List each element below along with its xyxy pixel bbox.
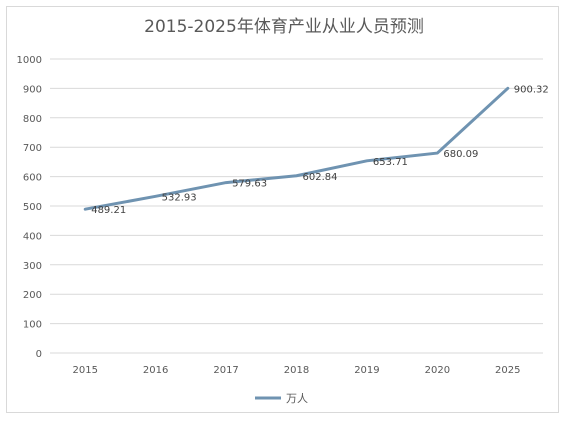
chart-title: 2015-2025年体育产业从业人员预测: [144, 17, 424, 37]
data-label: 602.84: [303, 172, 338, 183]
y-tick-label: 500: [23, 202, 42, 213]
legend-label: 万人: [286, 392, 308, 405]
x-tick-label: 2018: [284, 365, 309, 376]
y-tick-label: 800: [23, 114, 42, 125]
y-tick-label: 300: [23, 261, 42, 272]
y-tick-label: 900: [23, 84, 42, 95]
x-tick-label: 2016: [143, 365, 168, 376]
y-tick-label: 100: [23, 320, 42, 331]
data-labels: 489.21 532.93 579.63 602.84 653.71 680.09 900.…: [91, 84, 549, 216]
x-axis-ticks: 2015 2016 2017 2018 2019 2020 2025: [72, 365, 520, 376]
x-tick-label: 2019: [354, 365, 379, 376]
data-label: 489.21: [91, 205, 126, 216]
series-layer: [83, 86, 510, 211]
gridlines: [50, 58, 543, 354]
series-line-万人: [83, 86, 510, 211]
y-tick-label: 400: [23, 231, 42, 242]
x-tick-label: 2015: [72, 365, 97, 376]
data-label: 653.71: [373, 157, 408, 168]
x-tick-label: 2017: [213, 365, 238, 376]
y-tick-label: 200: [23, 290, 42, 301]
x-tick-label: 2025: [495, 365, 520, 376]
data-label: 532.93: [162, 192, 197, 203]
chart-frame: [6, 6, 559, 413]
y-axis-ticks: 0 100 200 300 400 500 600 700 800 900 1000: [17, 55, 42, 360]
x-tick-label: 2020: [425, 365, 450, 376]
y-tick-label: 0: [36, 349, 42, 360]
y-tick-label: 600: [23, 173, 42, 184]
data-label: 900.32: [514, 84, 549, 95]
data-label: 680.09: [443, 149, 478, 160]
y-tick-label: 700: [23, 143, 42, 154]
data-label: 579.63: [232, 179, 267, 190]
y-tick-label: 1000: [17, 55, 42, 66]
legend: 万人: [255, 392, 308, 405]
